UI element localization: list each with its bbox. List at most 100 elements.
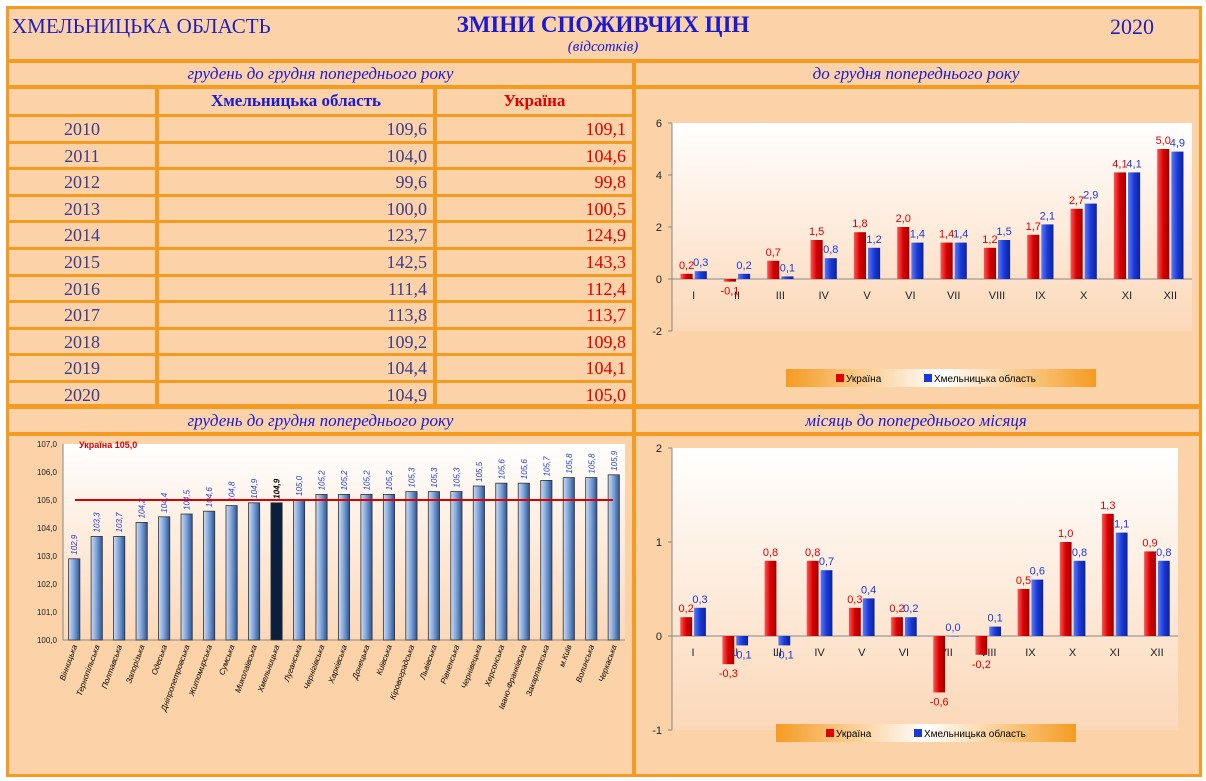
table-cell-ukraine: 112,4 [586,278,626,299]
x-tick-label: Харківська [326,643,349,685]
data-label: 104,6 [205,487,214,508]
table-cell-year: 2010 [64,119,100,139]
y-tick-label: 4 [656,170,662,182]
y-tick-label: 105,0 [37,496,58,505]
data-label: 104,9 [273,478,282,499]
x-tick-label: Полтавська [100,643,124,690]
table-cell-ukraine: 113,7 [586,305,626,326]
bar-region [1084,203,1097,279]
data-label: 105,3 [430,467,439,488]
bar-highlighted [270,502,283,641]
plot-area [672,123,1192,331]
table-cell-region: 113,8 [387,305,427,326]
x-tick-label: Рівненська [439,643,462,685]
x-tick-label: Сумська [217,643,236,676]
table-divider [9,380,632,383]
data-label-ukraine: 0,8 [763,547,778,559]
legend-label: Україна [836,729,872,740]
bar-ukraine [767,260,780,279]
x-tick-label: X [1080,290,1088,302]
bar-ukraine [723,279,736,282]
page-title: ЗМІНИ СПОЖИВЧИХ ЦІН [456,12,750,37]
x-tick-label: III [776,290,785,302]
data-label-region: 0,3 [692,594,707,606]
table-divider [9,167,632,171]
x-tick-label: V [858,647,866,659]
bar-region [382,494,395,641]
table-cell-region: 100,0 [386,198,428,219]
x-tick-label: Тернопільська [75,643,102,697]
data-label: 103,7 [115,512,124,533]
data-label-ukraine: 5,0 [1156,135,1171,147]
data-label-ukraine: 0,8 [805,547,820,559]
x-tick-label: Львівська [418,643,439,681]
data-label-ukraine: -0,3 [719,668,738,680]
legend-swatch [914,729,922,737]
table-cell-ukraine: 105,0 [585,385,627,405]
bar-ukraine [933,636,946,693]
data-label-region: 0,8 [1156,547,1171,559]
x-tick-label: VI [899,647,909,659]
table-divider [9,353,632,357]
bar-region [781,276,794,279]
x-tick-label: Чернігівська [302,643,327,690]
monthly-cumulative-chart: -20246I0,20,3II-0,10,2III0,70,1IV1,50,8V… [652,118,1192,387]
x-tick-label: XI [1110,647,1120,659]
page-subtitle: (відсотків) [567,39,639,55]
data-label-ukraine: 0,5 [1016,575,1031,587]
table-divider [9,300,632,304]
bar-ukraine [722,636,735,665]
table-divider [9,326,632,330]
table-cell-ukraine: 99,8 [594,172,627,193]
divider [6,85,1200,89]
data-label: 105,3 [407,467,416,488]
bar-region [90,536,103,641]
table-cell-region: 142,5 [386,252,428,272]
bar-region [293,499,306,641]
data-label-region: 0,7 [819,556,834,568]
bar-region [954,242,967,279]
bar-ukraine [891,617,903,636]
data-label-region: 0,8 [823,244,838,256]
bar-region [1031,579,1044,636]
table-cell-ukraine: 143,3 [585,252,627,272]
data-label: 105,0 [295,475,304,496]
data-label: 104,8 [228,481,237,502]
x-tick-label: XI [1122,290,1132,302]
x-tick-label: III [773,647,782,659]
data-label-ukraine: 2,7 [1069,195,1084,207]
data-label: 105,8 [565,453,574,474]
legend-swatch [826,729,834,737]
table-cell-year: 2016 [64,278,100,299]
data-label-ukraine: 1,4 [939,229,954,241]
bar-region [989,626,1002,636]
bar-ukraine [1144,551,1156,636]
bar-region [607,474,620,641]
bar-region [113,536,126,641]
data-label-ukraine: 2,0 [896,213,911,225]
legend [776,724,1076,742]
bar-region [694,271,707,279]
bar-region [998,240,1011,279]
legend-label: Україна [846,374,882,385]
y-tick-label: 1 [656,537,662,549]
table-cell-ukraine: 100,5 [585,198,627,219]
data-label-region: 2,9 [1083,190,1098,202]
data-label: 104,2 [138,498,147,519]
y-tick-label: 100,0 [37,636,58,645]
bar-ukraine [983,247,996,279]
data-label: 105,2 [362,470,371,491]
legend-label: Хмельницька область [934,373,1036,385]
bar-region [778,636,791,646]
data-label-ukraine: 1,7 [1026,221,1041,233]
bar-region [337,494,351,641]
bar-region [203,510,216,641]
bar-region [1115,532,1128,636]
table-cell-region: 104,4 [386,358,428,379]
bar-ukraine [1017,589,1030,636]
data-label: 105,2 [340,470,349,491]
legend-swatch [924,374,932,382]
bar-region [868,247,881,279]
data-label: 105,5 [475,461,484,482]
